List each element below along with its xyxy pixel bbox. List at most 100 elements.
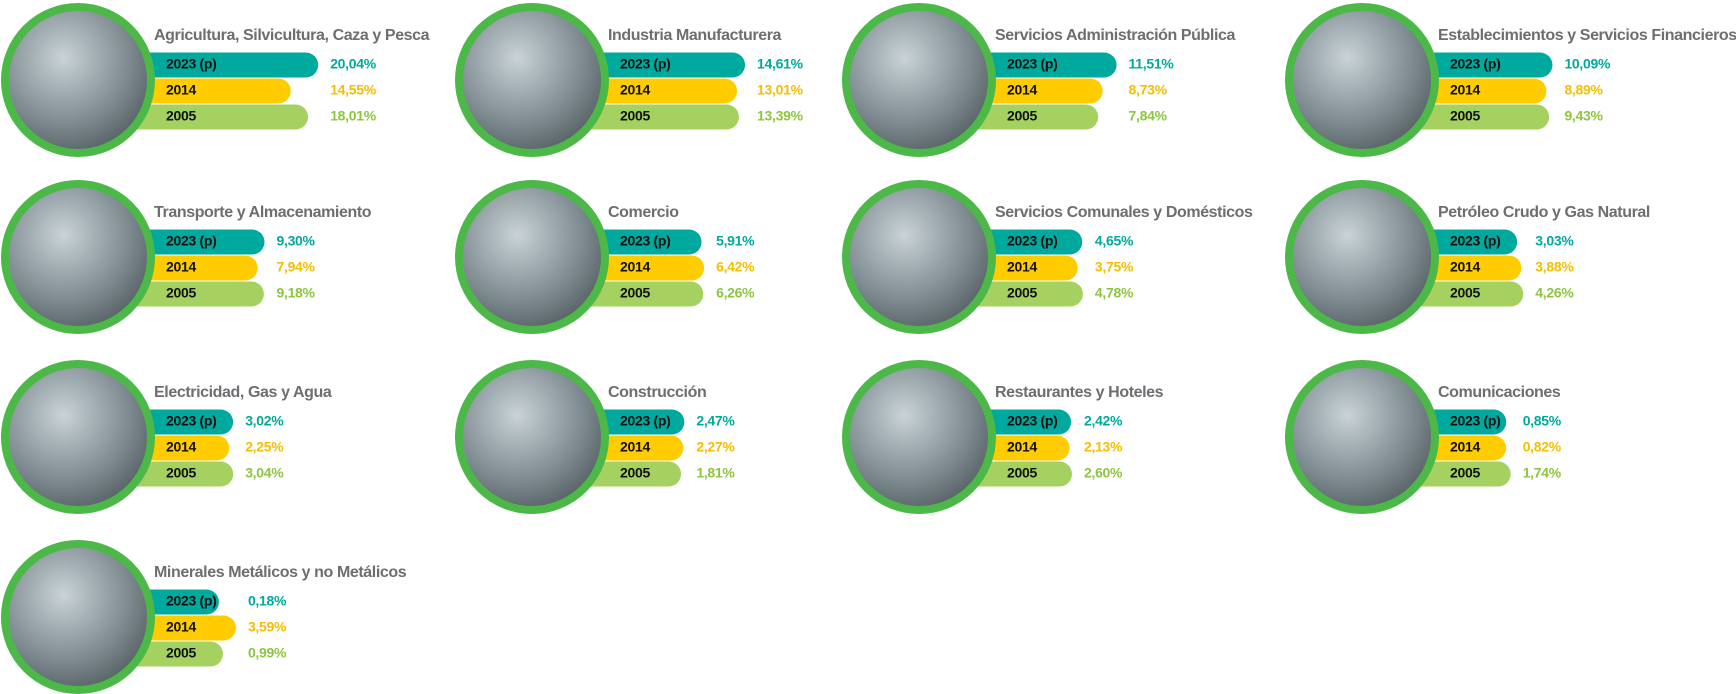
value-label: 3,02% [245,413,284,429]
year-label: 2005 [166,285,196,301]
photo-ring [842,180,996,334]
year-label: 2023 (p) [620,233,671,249]
bar [1402,104,1550,130]
sector-title: Minerales Metálicos y no Metálicos [154,564,407,581]
value-label: 14,61% [757,56,804,72]
photo-ring [1,180,155,334]
year-label: 2014 [1450,439,1480,455]
year-label: 2005 [1450,465,1480,481]
value-label: 3,88% [1535,259,1574,275]
value-label: 9,30% [277,233,316,249]
sector-title: Construcción [608,384,706,401]
photo-ring [455,180,609,334]
value-label: 2,27% [696,439,735,455]
sector-title: Servicios Comunales y Domésticos [995,204,1253,221]
photo-ring [1285,3,1439,157]
value-label: 8,89% [1564,82,1603,98]
value-label: 6,26% [716,285,755,301]
photo-ring [1,360,155,514]
year-label: 2014 [620,439,650,455]
sector-title: Transporte y Almacenamiento [154,204,372,221]
year-label: 2014 [166,619,196,635]
photo-ring [1285,180,1439,334]
value-label: 9,43% [1564,108,1603,124]
year-label: 2014 [620,82,650,98]
value-label: 18,01% [330,108,377,124]
value-label: 0,99% [248,645,287,661]
sector-title: Establecimientos y Servicios Financieros [1438,27,1736,44]
value-label: 7,84% [1129,108,1168,124]
value-label: 0,18% [248,593,287,609]
year-label: 2005 [620,465,650,481]
bar [572,281,704,307]
year-label: 2005 [166,108,196,124]
value-label: 2,25% [245,439,284,455]
value-label: 4,26% [1535,285,1574,301]
year-label: 2014 [166,82,196,98]
year-label: 2023 (p) [166,413,217,429]
value-label: 0,82% [1523,439,1562,455]
year-label: 2005 [1450,285,1480,301]
sector-title: Restaurantes y Hoteles [995,384,1164,401]
sector-title: Industria Manufacturera [608,27,782,44]
year-label: 2023 (p) [1450,233,1501,249]
value-label: 1,81% [696,465,735,481]
value-label: 2,13% [1084,439,1123,455]
year-label: 2005 [1450,108,1480,124]
year-label: 2005 [1007,465,1037,481]
year-label: 2014 [1007,259,1037,275]
value-label: 4,78% [1095,285,1134,301]
sector-title: Servicios Administración Pública [995,27,1236,44]
year-label: 2023 (p) [1007,233,1058,249]
bar [572,52,746,78]
value-label: 3,75% [1095,259,1134,275]
photo-ring [1285,360,1439,514]
bar [118,104,309,130]
value-label: 13,39% [757,108,804,124]
value-label: 3,59% [248,619,287,635]
sector-title: Electricidad, Gas y Agua [154,384,332,401]
photo-ring [842,3,996,157]
year-label: 2005 [1007,285,1037,301]
value-label: 1,74% [1523,465,1562,481]
bar [959,104,1099,130]
bar [118,229,265,255]
sector-title: Agricultura, Silvicultura, Caza y Pesca [154,27,430,44]
year-label: 2005 [620,108,650,124]
bar [118,78,291,104]
value-label: 8,73% [1129,82,1168,98]
bar [572,78,738,104]
value-label: 13,01% [757,82,804,98]
year-label: 2023 (p) [1450,56,1501,72]
photo-ring [842,360,996,514]
value-label: 3,03% [1535,233,1574,249]
year-label: 2014 [166,439,196,455]
value-label: 6,42% [716,259,755,275]
value-label: 10,09% [1564,56,1611,72]
bar [1402,52,1553,78]
year-label: 2014 [1450,259,1480,275]
value-label: 2,47% [696,413,735,429]
bar [118,52,319,78]
photo-ring [455,360,609,514]
photo-ring [1,540,155,694]
value-label: 0,85% [1523,413,1562,429]
year-label: 2014 [1007,439,1037,455]
year-label: 2023 (p) [166,56,217,72]
year-label: 2005 [166,645,196,661]
sector-title: Petróleo Crudo y Gas Natural [1438,204,1650,221]
year-label: 2023 (p) [1450,413,1501,429]
year-label: 2023 (p) [620,56,671,72]
bar [959,52,1117,78]
value-label: 14,55% [330,82,377,98]
year-label: 2014 [1007,82,1037,98]
value-label: 11,51% [1129,56,1175,72]
year-label: 2023 (p) [166,593,217,609]
year-label: 2014 [1450,82,1480,98]
year-label: 2005 [1007,108,1037,124]
value-label: 20,04% [330,56,377,72]
value-label: 7,94% [277,259,316,275]
value-label: 5,91% [716,233,755,249]
year-label: 2005 [620,285,650,301]
